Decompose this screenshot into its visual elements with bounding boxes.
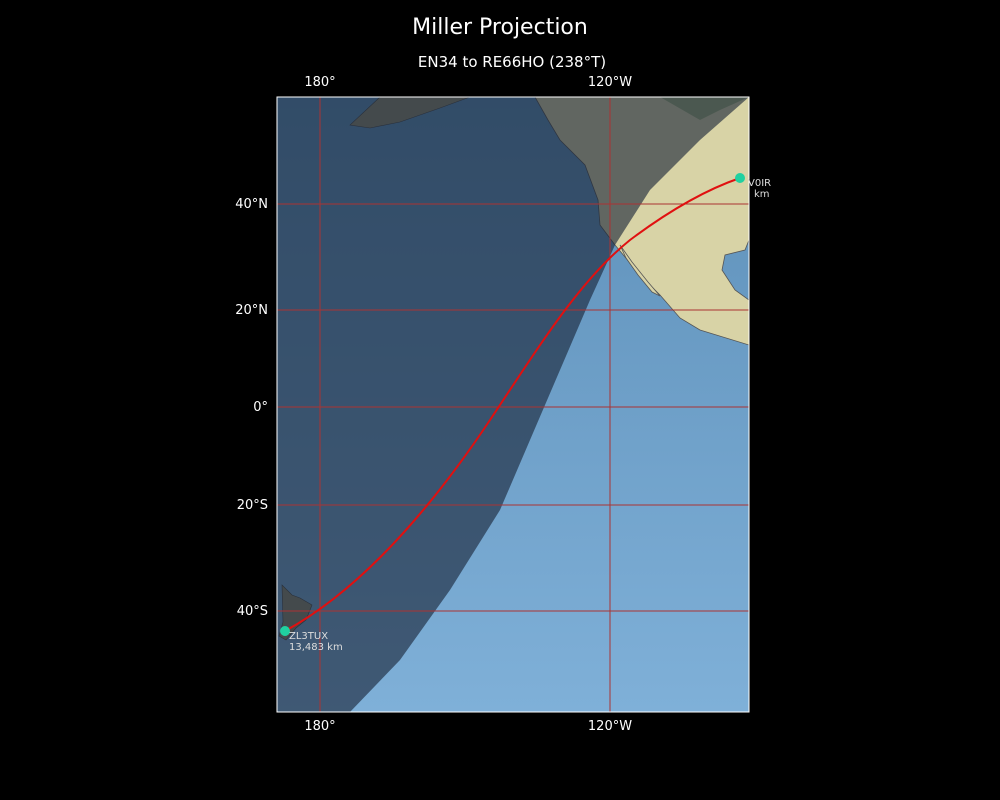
- station-distance: km: [754, 189, 770, 200]
- land-baja: [619, 244, 661, 297]
- lon-label: 120°W: [588, 75, 632, 90]
- map-frame: [276, 96, 750, 713]
- lat-label: 20°N: [235, 303, 268, 318]
- map-subtitle: EN34 to RE66HO (238°T): [418, 53, 606, 71]
- station-marker: [735, 173, 745, 183]
- station-label: V0IR: [748, 178, 771, 189]
- lon-label: 120°W: [588, 719, 632, 734]
- station-distance: 13,483 km: [289, 642, 343, 653]
- lat-label: 0°: [253, 400, 268, 415]
- great-circle-path: [284, 177, 741, 632]
- map-title: Miller Projection: [412, 15, 588, 40]
- night-shading: [277, 97, 749, 712]
- map-area: [277, 97, 749, 712]
- lat-label: 40°N: [235, 197, 268, 212]
- lon-label: 180°: [304, 75, 335, 90]
- station-label: ZL3TUX: [289, 631, 328, 642]
- lat-label: 40°S: [237, 604, 268, 619]
- station-marker: [280, 626, 290, 636]
- lon-label: 180°: [304, 719, 335, 734]
- lat-label: 20°S: [237, 498, 268, 513]
